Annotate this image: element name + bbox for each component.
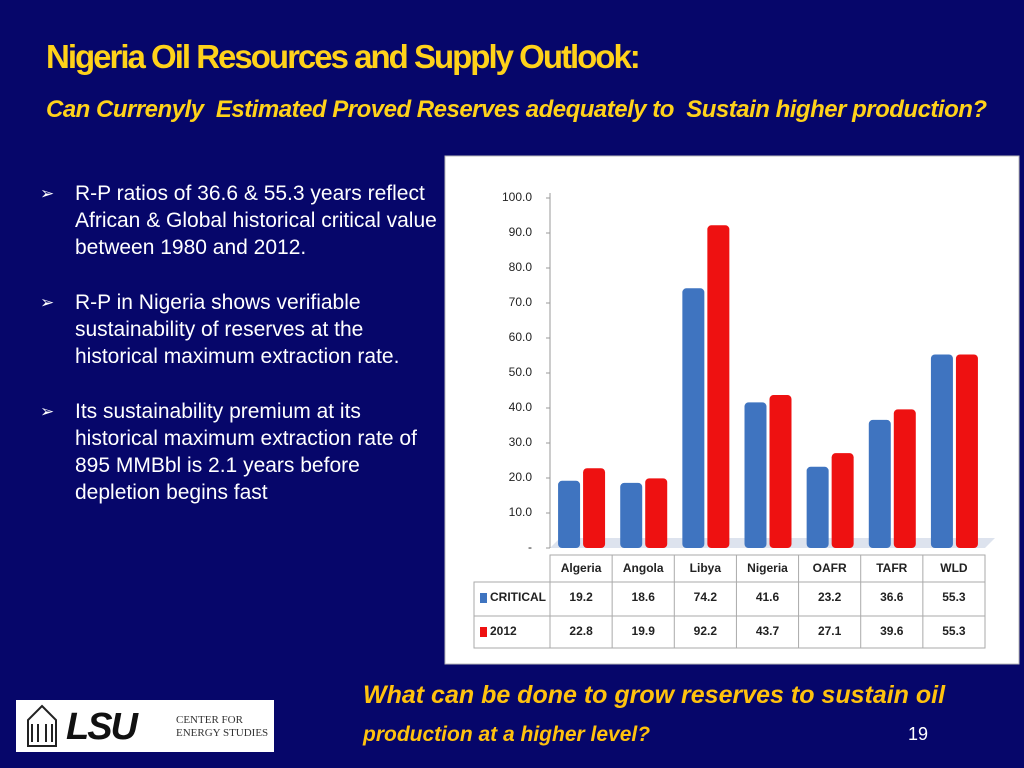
- x-tick-label: Angola: [623, 561, 664, 575]
- bullet: R-P in Nigeria shows verifiable sustaina…: [40, 289, 440, 370]
- logo-text: CENTER FOR: [176, 714, 243, 726]
- logo: LSU CENTER FOR ENERGY STUDIES: [16, 700, 274, 752]
- bar: [769, 395, 792, 548]
- bar: [893, 409, 916, 548]
- y-tick-label: 40.0: [509, 400, 533, 414]
- x-tick-label: Libya: [690, 561, 722, 575]
- table-value: 18.6: [632, 590, 656, 604]
- y-tick-label: 10.0: [509, 505, 533, 519]
- y-tick-label: 80.0: [509, 260, 533, 274]
- bullet: R-P ratios of 36.6 & 55.3 years reflect …: [40, 180, 440, 261]
- x-tick-label: Nigeria: [747, 561, 788, 575]
- chart: - 10.0 20.0 30.0 40.0 50.0 60.0 70.0 80.0 90.0 100…: [444, 155, 1020, 665]
- bar: [682, 288, 705, 548]
- legend-swatch: [480, 627, 487, 637]
- x-tick-label: TAFR: [876, 561, 907, 575]
- legend-swatch: [480, 593, 487, 603]
- table-value: 43.7: [756, 624, 780, 638]
- bar: [583, 468, 606, 548]
- y-tick-label: 90.0: [509, 225, 533, 239]
- y-tick-label: 30.0: [509, 435, 533, 449]
- y-tick-label: 60.0: [509, 330, 533, 344]
- table-value: 39.6: [880, 624, 904, 638]
- x-tick-label: Algeria: [561, 561, 602, 575]
- bullet: Its sustainability premium at its histor…: [40, 398, 440, 506]
- page-number: 19: [908, 724, 929, 744]
- table-value: 36.6: [880, 590, 904, 604]
- question-line: What can be done to grow reserves to sus…: [363, 681, 946, 709]
- bar: [744, 402, 767, 548]
- subtitle: Can Currenyly Estimated Proved Reserves …: [46, 96, 987, 123]
- bar: [806, 466, 829, 548]
- table-value: 92.2: [694, 624, 718, 638]
- x-tick-label: OAFR: [813, 561, 847, 575]
- logo-name: LSU: [66, 706, 138, 748]
- table-value: 19.2: [569, 590, 593, 604]
- legend-label: 2012: [490, 624, 517, 638]
- table-value: 41.6: [756, 590, 780, 604]
- y-tick-label: 20.0: [509, 470, 533, 484]
- bar: [620, 482, 643, 548]
- table-value: 27.1: [818, 624, 842, 638]
- table-value: 19.9: [632, 624, 656, 638]
- table-value: 74.2: [694, 590, 718, 604]
- y-tick-label: 70.0: [509, 295, 533, 309]
- logo-text: ENERGY STUDIES: [176, 727, 269, 739]
- y-tick-label: 100.0: [502, 190, 532, 204]
- bar: [707, 225, 730, 549]
- bar: [558, 480, 581, 548]
- question-line: production at a higher level?: [363, 723, 651, 746]
- bullet-list: R-P ratios of 36.6 & 55.3 years reflect …: [40, 180, 440, 534]
- logo-icon: [27, 704, 57, 747]
- table-value: 55.3: [942, 624, 966, 638]
- question: What can be done to grow reserves to sus…: [363, 676, 945, 754]
- table-value: 23.2: [818, 590, 842, 604]
- bar: [831, 453, 854, 548]
- bar: [955, 354, 978, 548]
- table-value: 55.3: [942, 590, 966, 604]
- legend-label: CRITICAL: [490, 590, 546, 604]
- x-tick-label: WLD: [940, 561, 968, 575]
- table-value: 22.8: [569, 624, 593, 638]
- bar: [645, 478, 668, 548]
- title: Nigeria Oil Resources and Supply Outlook…: [46, 38, 641, 75]
- bar: [930, 354, 953, 548]
- y-tick-label: 50.0: [509, 365, 533, 379]
- bar: [868, 419, 891, 548]
- y-tick-label: -: [528, 540, 532, 554]
